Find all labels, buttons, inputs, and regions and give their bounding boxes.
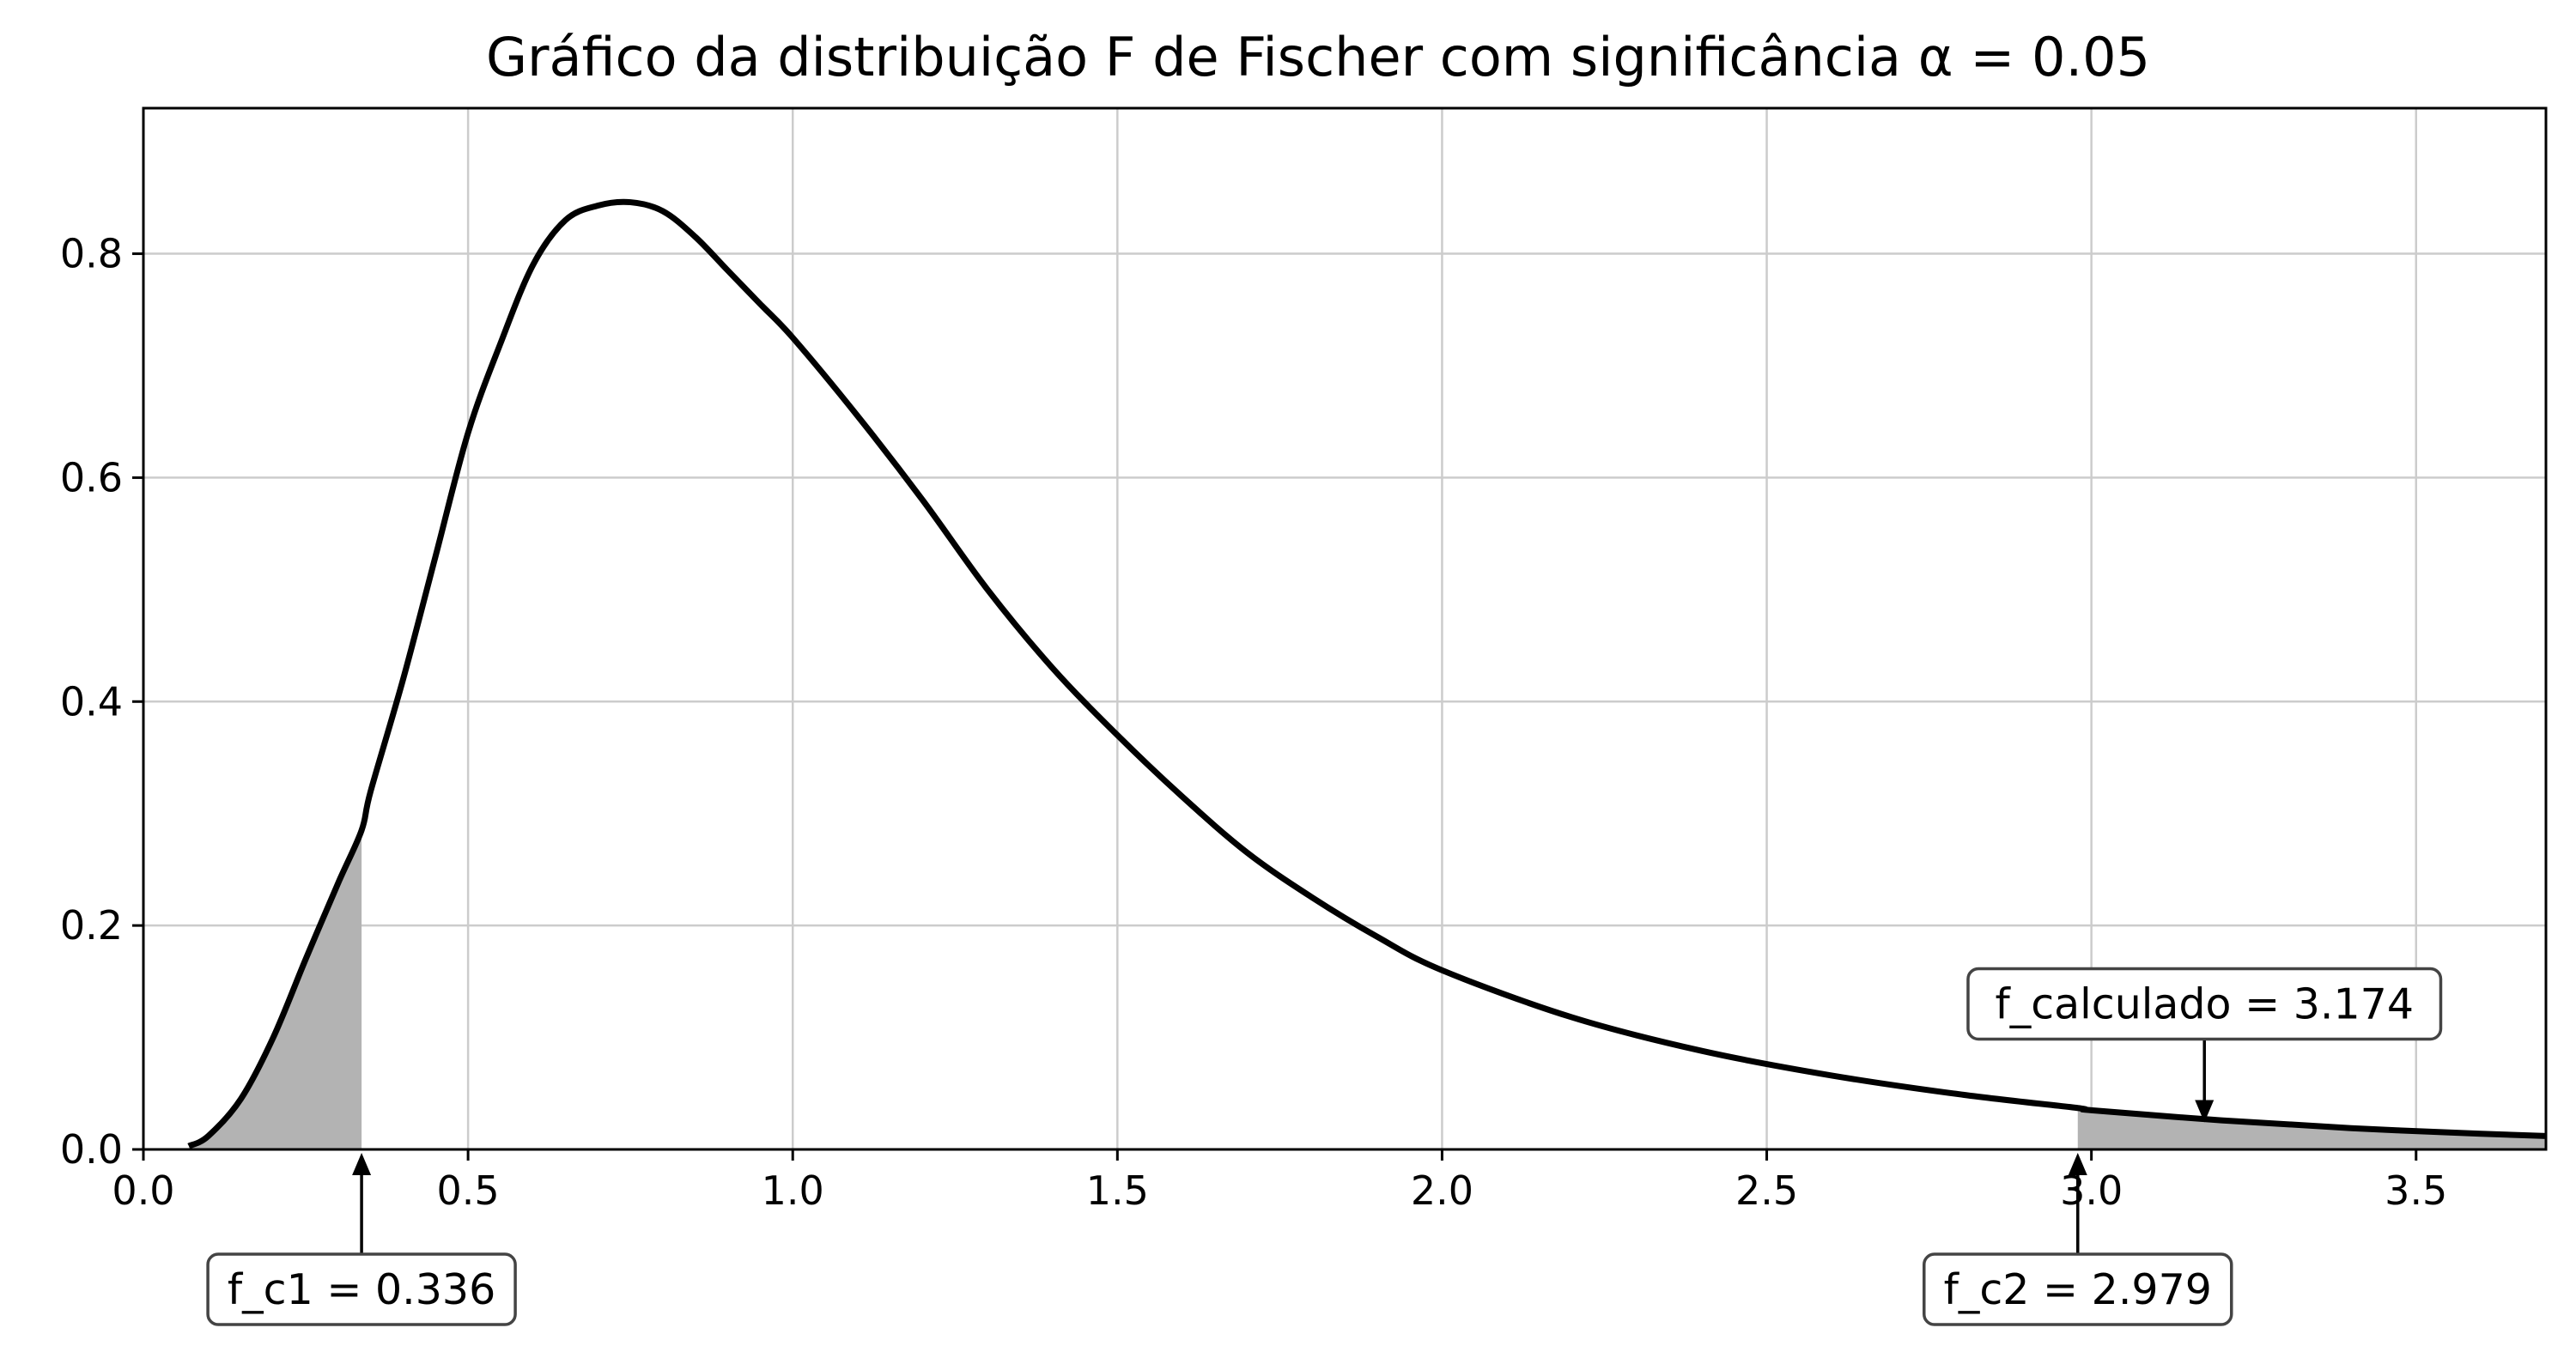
rejection-region [188, 830, 362, 1149]
x-tick-label: 2.5 [1735, 1167, 1798, 1214]
annotation-box [1923, 1252, 2233, 1326]
density-curve [187, 198, 2547, 1149]
annotation-label: f_c2 = 2.979 [1944, 1265, 2212, 1314]
annotation: f_calculado = 3.174 [1966, 967, 2443, 1123]
y-tick-label: 0.8 [60, 231, 123, 277]
y-tick-label: 0.0 [60, 1126, 123, 1173]
annotation: f_c2 = 2.979 [1923, 1153, 2233, 1326]
plot-frame [142, 106, 2548, 1151]
annotation-box [206, 1252, 517, 1326]
annotation: f_c1 = 0.336 [206, 1153, 517, 1326]
annotation-label: f_calculado = 3.174 [1995, 979, 2414, 1028]
x-tick-label: 3.5 [2385, 1167, 2447, 1214]
axis-ticks: 0.0 0.5 1.0 1.5 2.0 2.5 3.0 3.50.00.20.40.60.8 [60, 231, 2447, 1214]
y-tick-label: 0.6 [60, 454, 123, 500]
annotation-arrow-head [352, 1153, 372, 1175]
annotation-box [1966, 967, 2443, 1041]
x-tick-label: 2.0 [1411, 1167, 1473, 1214]
x-tick-label: 0.5 [437, 1167, 500, 1214]
y-tick-label: 0.2 [60, 902, 123, 949]
x-tick-label: 1.5 [1086, 1167, 1149, 1214]
density-line [187, 198, 2547, 1149]
chart-title: Gráfico da distribuição F de Fischer com… [486, 26, 2150, 88]
annotation-label: f_c1 = 0.336 [228, 1265, 495, 1314]
x-tick-label: 0.0 [112, 1167, 174, 1214]
x-tick-label: 1.0 [762, 1167, 824, 1214]
y-tick-label: 0.4 [60, 678, 123, 725]
annotation-arrow-head [2068, 1153, 2087, 1175]
annotations: f_c1 = 0.336 f_c2 = 2.979 f_calculado = 3.… [206, 967, 2443, 1326]
annotation-arrow-head [2195, 1100, 2215, 1123]
